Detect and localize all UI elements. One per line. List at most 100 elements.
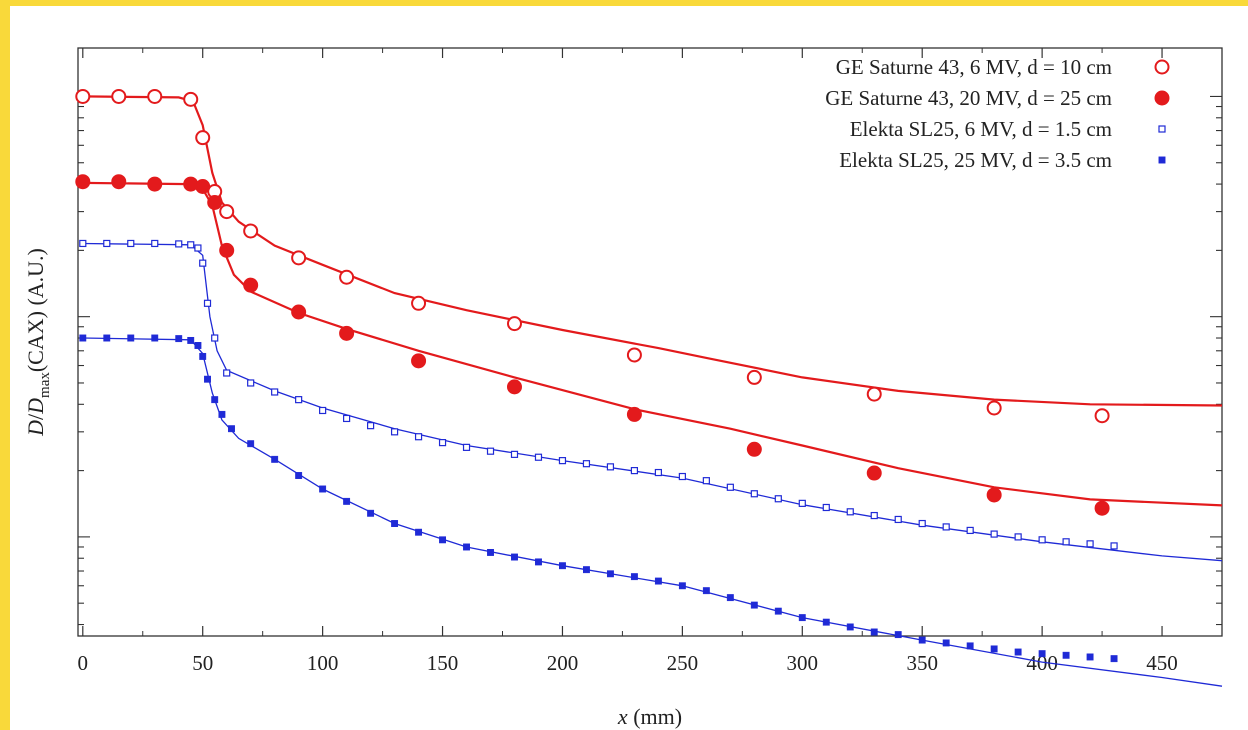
x-tick-label: 350 [906,651,938,675]
data-point [79,334,87,342]
data-point [630,467,639,475]
data-point [204,375,211,383]
data-point [195,179,211,195]
data-point [195,130,211,146]
data-point [702,587,710,595]
data-point [339,269,355,285]
data-point [487,548,494,556]
data-points [75,88,1118,663]
data-point [798,614,806,622]
legend-marker [1154,59,1170,75]
data-point [411,295,427,311]
data-point [746,369,762,385]
data-point [846,508,854,516]
data-point [194,342,202,349]
x-tick-label: 200 [547,651,579,675]
data-point [391,520,399,527]
data-point [103,334,111,342]
data-point [271,455,279,463]
data-point [243,277,259,293]
series-fit-line [82,337,1223,687]
data-point [127,239,135,248]
plot-area [77,47,1223,637]
data-point [558,457,567,465]
data-point [462,443,471,451]
data-point [966,526,974,535]
x-tick-label: 300 [787,651,819,675]
data-point [366,422,375,430]
data-point [207,194,223,210]
data-point [750,601,758,609]
data-point [1094,408,1110,424]
x-tick-label: 250 [667,651,699,675]
legend-label: GE Saturne 43, 20 MV, d = 25 cm [825,86,1112,110]
data-point [1062,538,1070,546]
data-point [606,570,614,578]
data-point [194,244,202,252]
data-point [894,631,902,639]
legend-marker [1158,125,1166,133]
data-point [291,304,307,320]
data-point [1038,536,1046,544]
data-point [990,530,998,538]
x-tick-label: 50 [192,651,213,675]
data-point [247,440,255,448]
x-axis-title-var: x [617,704,628,729]
data-point [1014,648,1022,656]
legend-marker [1154,90,1170,106]
data-point [866,465,882,481]
data-point [1014,533,1022,541]
data-point [506,379,522,395]
data-point [183,91,199,107]
data-point [211,334,219,342]
data-point [223,369,231,377]
data-point [986,487,1002,503]
data-point [199,259,207,267]
data-point [942,639,950,647]
y-axis-title-slash: / [23,413,48,420]
data-point [534,453,543,461]
data-point [870,511,878,520]
data-point [218,410,226,418]
data-point [411,353,427,369]
data-point [726,483,734,491]
y-axis-title-subscript: max [37,372,53,398]
data-point [506,316,522,332]
data-point [678,472,686,481]
data-point [219,204,235,220]
data-point [219,242,235,258]
data-point [654,468,662,477]
data-point [1086,540,1094,548]
data-point [1110,655,1118,663]
data-point [630,573,638,581]
x-tick-label: 150 [427,651,459,675]
data-point [271,388,279,396]
plot-border [77,47,1223,637]
data-point [822,503,830,512]
data-point [846,623,854,631]
data-point [463,543,470,551]
data-point [486,447,495,455]
data-point [75,88,91,104]
data-point [822,618,830,626]
series-fit-line [82,95,1223,407]
data-point [103,239,111,248]
data-point [986,400,1002,416]
data-point [79,239,87,248]
data-point [415,528,423,536]
data-point [243,223,259,239]
x-tick-label: 450 [1146,651,1178,675]
data-point [127,334,135,342]
data-point [510,450,519,458]
data-point [918,636,926,644]
data-point [511,553,518,561]
x-axis-title: x (mm) [617,704,682,729]
data-point [147,176,163,192]
legend-label: Elekta SL25, 6 MV, d = 1.5 cm [850,117,1112,141]
data-point [1086,653,1094,661]
data-point [990,645,998,653]
data-point [390,428,399,436]
data-point [746,441,762,457]
